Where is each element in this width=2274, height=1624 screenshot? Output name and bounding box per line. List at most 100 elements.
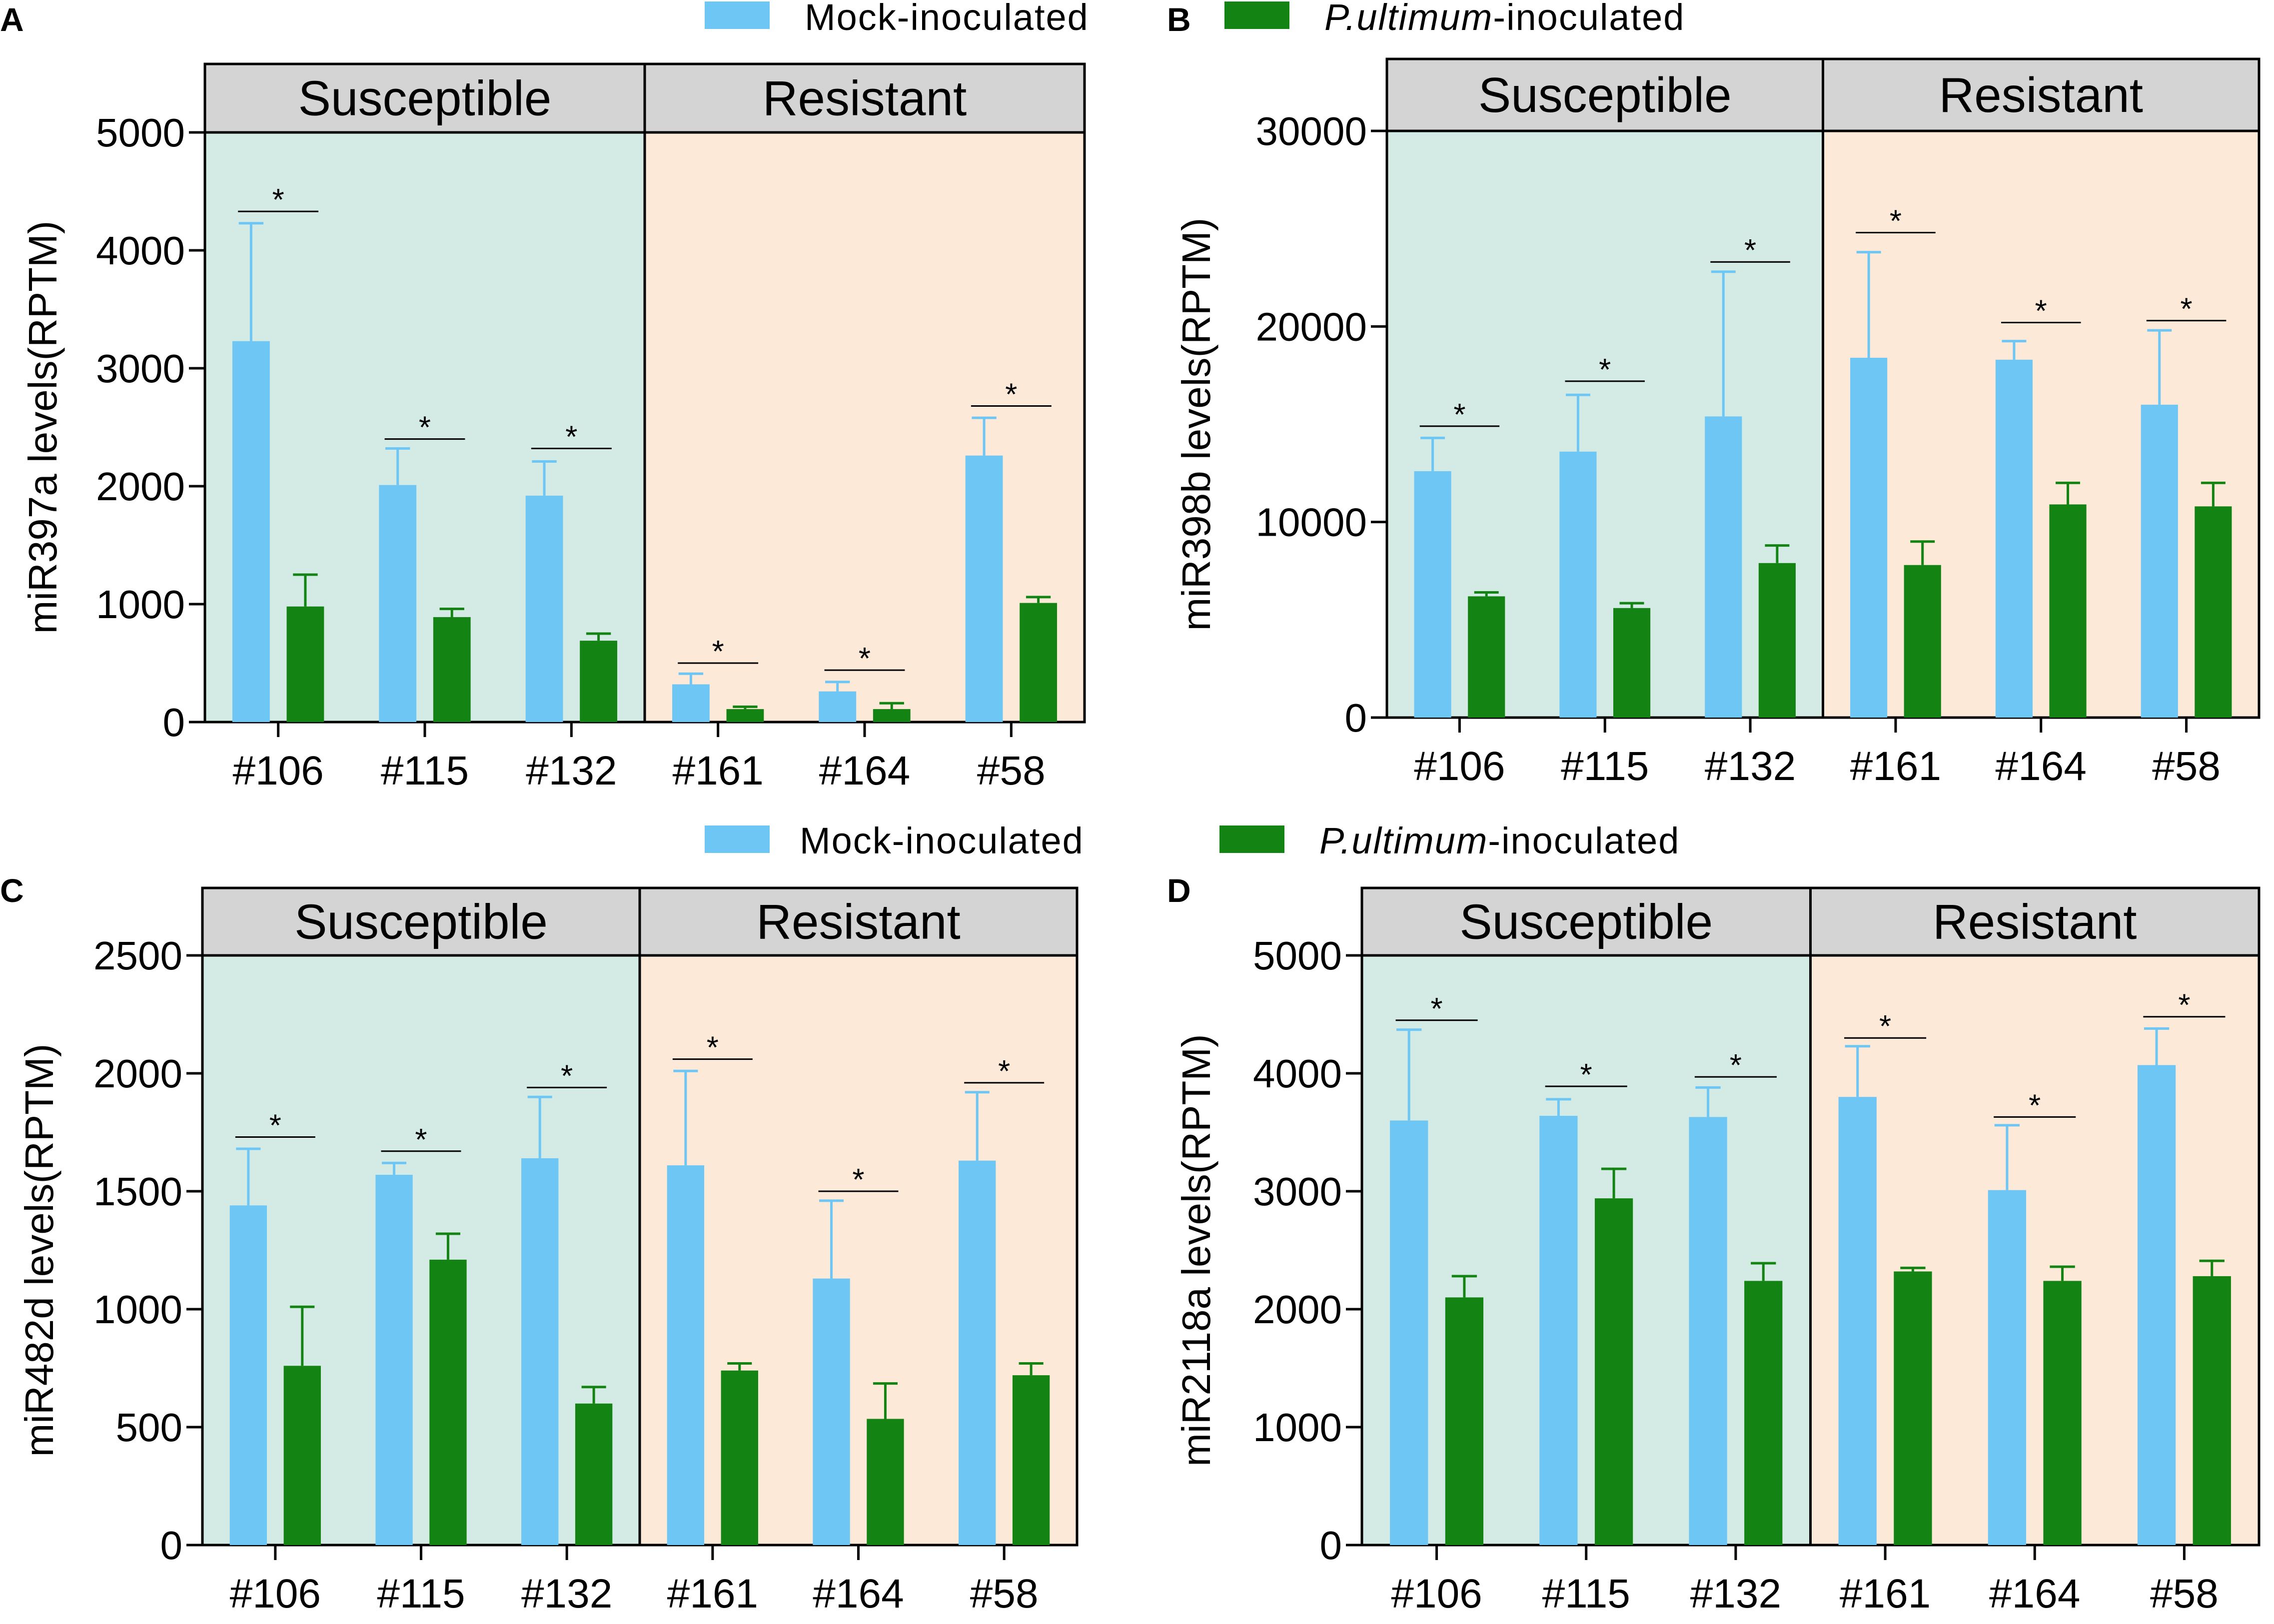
bar-mock xyxy=(1988,1190,2027,1545)
y-tick-label: 30000 xyxy=(1256,109,1367,153)
group-header-susceptible xyxy=(203,62,646,134)
legend-mock-swatch-2 xyxy=(705,825,770,853)
group-label-susceptible: Susceptible xyxy=(1478,67,1732,122)
x-category-label: #115 xyxy=(1542,1571,1630,1617)
bar-mock xyxy=(959,1160,996,1545)
legend-pu-label-rest: -inoculated xyxy=(1493,0,1685,38)
bar-pu xyxy=(580,641,617,722)
bar-mock xyxy=(2141,404,2178,718)
legend-pu-swatch-2 xyxy=(1219,825,1284,853)
y-tick-label: 1500 xyxy=(93,1169,182,1214)
group-header-susceptible xyxy=(201,886,641,957)
group-label-resistant: Resistant xyxy=(1939,67,2143,122)
y-tick-label: 2500 xyxy=(93,933,182,978)
legend-mock-swatch xyxy=(705,1,770,29)
bar-mock xyxy=(1414,471,1451,718)
bar-mock xyxy=(1838,1097,1877,1545)
y-tick-label: 2000 xyxy=(96,464,185,509)
bar-mock xyxy=(379,485,417,722)
y-tick-label: 5000 xyxy=(96,110,185,155)
x-category-label: #115 xyxy=(381,748,469,794)
bar-pu xyxy=(2195,506,2232,718)
significance-star: * xyxy=(419,411,431,445)
bar-pu xyxy=(2049,504,2087,718)
bar-pu xyxy=(433,617,471,722)
y-tick-label: 3000 xyxy=(1253,1169,1342,1214)
bar-mock xyxy=(1705,416,1742,718)
x-category-label: #106 xyxy=(1414,744,1505,789)
significance-star: * xyxy=(561,1059,573,1093)
bar-pu xyxy=(721,1370,758,1545)
bar-mock xyxy=(521,1158,559,1545)
bar-mock xyxy=(1539,1115,1578,1545)
x-category-label: #164 xyxy=(819,748,910,794)
x-category-label: #115 xyxy=(1561,744,1649,789)
bar-mock xyxy=(1390,1120,1428,1545)
x-category-label: #132 xyxy=(526,748,617,794)
bar-mock xyxy=(667,1165,705,1545)
bar-mock xyxy=(672,684,710,722)
bar-mock xyxy=(1850,357,1888,718)
significance-star: * xyxy=(2035,294,2047,329)
significance-star: * xyxy=(415,1123,427,1157)
bar-pu xyxy=(1758,563,1796,718)
bar-pu xyxy=(1012,1375,1050,1545)
x-category-label: #161 xyxy=(672,748,763,794)
significance-star: * xyxy=(1879,1009,1891,1044)
bar-pu xyxy=(575,1403,613,1545)
significance-star: * xyxy=(2181,292,2193,327)
bar-pu xyxy=(1904,565,1941,718)
group-label-susceptible: Susceptible xyxy=(294,894,548,949)
significance-star: * xyxy=(852,1163,864,1197)
group-label-resistant: Resistant xyxy=(756,894,961,949)
bar-pu xyxy=(286,606,324,722)
y-tick-label: 5000 xyxy=(1253,933,1342,978)
bar-mock xyxy=(232,341,270,722)
y-tick-label: 0 xyxy=(1345,696,1367,740)
panel-b: B Susceptible Resistant 0 10000 20000 30000 miR… xyxy=(1167,1,2261,789)
x-category-label: #164 xyxy=(813,1571,904,1617)
significance-star: * xyxy=(1431,992,1443,1026)
x-category-label: #164 xyxy=(1996,744,2087,789)
bar-mock xyxy=(819,691,857,722)
y-tick-label: 4000 xyxy=(1253,1051,1342,1096)
group-header-resistant xyxy=(638,886,1079,957)
bar-mock xyxy=(1689,1117,1727,1545)
bar-pu xyxy=(1744,1281,1783,1545)
significance-star: * xyxy=(2029,1088,2041,1123)
x-category-label: #132 xyxy=(521,1571,612,1617)
susceptible-background xyxy=(1387,131,1823,718)
significance-star: * xyxy=(269,1108,281,1143)
bar-pu xyxy=(1468,596,1505,718)
significance-star: * xyxy=(1580,1058,1592,1092)
group-label-resistant: Resistant xyxy=(763,71,967,126)
legend-mock-label-2: Mock-inoculated xyxy=(800,820,1084,861)
y-tick-label: 4000 xyxy=(96,228,185,273)
x-category-label: #164 xyxy=(1989,1571,2080,1617)
significance-star: * xyxy=(707,1031,719,1065)
bar-mock xyxy=(1559,451,1597,718)
bar-mock xyxy=(813,1278,850,1545)
x-category-label: #58 xyxy=(970,1571,1039,1617)
resistant-background xyxy=(645,132,1085,722)
group-header-susceptible xyxy=(1360,886,1812,957)
panel-letter: C xyxy=(0,872,24,909)
significance-star: * xyxy=(272,183,284,217)
legend-pu-label-rest-2: -inoculated xyxy=(1488,820,1680,861)
panel-letter: B xyxy=(1167,1,1191,38)
panel-c: C Susceptible Resistant 0 500 1000 1500 2000 250… xyxy=(0,872,1079,1617)
x-category-label: #106 xyxy=(232,748,323,794)
y-tick-label: 0 xyxy=(163,700,185,745)
bar-pu xyxy=(1445,1297,1484,1545)
panel-letter: D xyxy=(1167,872,1191,909)
susceptible-background xyxy=(205,132,645,722)
legend-pu-label: P.ultimum-inoculated xyxy=(1324,0,1685,38)
significance-star: * xyxy=(1599,353,1611,387)
significance-star: * xyxy=(859,642,871,676)
bar-pu xyxy=(1894,1271,1932,1545)
y-tick-label: 1000 xyxy=(96,582,185,627)
susceptible-background xyxy=(1362,955,1811,1545)
x-category-label: #161 xyxy=(1850,744,1941,789)
x-category-label: #161 xyxy=(667,1571,758,1617)
